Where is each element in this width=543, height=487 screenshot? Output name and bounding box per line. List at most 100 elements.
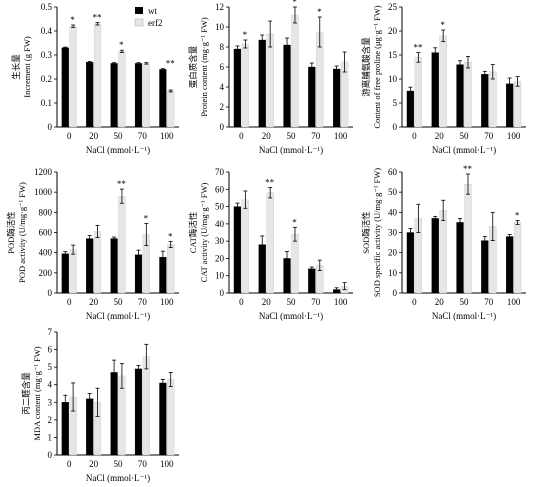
significance-mark: * [168, 232, 173, 242]
significance-mark: * [515, 210, 520, 220]
bar-erf2-70 [142, 63, 150, 128]
x-tick-label: 100 [334, 131, 348, 141]
bar-erf2-20 [266, 192, 274, 294]
significance-mark: ** [117, 179, 127, 189]
y-axis-title-en: POD activity (U/mg·g⁻¹ FW) [17, 182, 27, 283]
y-tick-label: 8 [220, 42, 225, 52]
y-tick-label: 20 [388, 26, 398, 36]
y-tick-label: 0 [48, 288, 53, 298]
significance-mark: * [292, 0, 297, 7]
y-tick-label: 70 [215, 167, 225, 177]
x-tick-label: 70 [138, 131, 148, 141]
bar-wt-50 [456, 222, 464, 294]
bar-erf2-100 [167, 379, 175, 456]
y-tick-label: 30 [388, 228, 398, 238]
y-tick-label: 20 [215, 253, 225, 263]
bar-erf2-0 [241, 199, 249, 294]
y-tick-label: 6 [48, 345, 53, 355]
x-axis-title: NaCl (mmol·L⁻¹) [259, 311, 323, 321]
bar-erf2-70 [142, 356, 150, 456]
y-tick-label: 4 [48, 380, 53, 390]
y-tick-label: 2 [220, 102, 225, 112]
y-tick-label: 1000 [34, 187, 53, 197]
x-tick-label: 70 [138, 297, 148, 307]
x-tick-label: 50 [114, 459, 124, 469]
bar-wt-0 [233, 206, 242, 294]
x-tick-label: 0 [239, 131, 244, 141]
x-tick-label: 0 [67, 131, 72, 141]
y-tick-label: 1200 [34, 167, 53, 177]
chart-panel-2: 0 2 4 6 8 10 12 0 * 20 50 * 70 * 100 NaCl (mmol·L⁻¹) 蛋白质… [188, 0, 353, 155]
y-tick-label: 4 [220, 82, 225, 92]
y-axis-title-cn: SOD酶活性 [361, 211, 371, 254]
bar-wt-50 [456, 64, 464, 128]
significance-mark: ** [166, 59, 176, 69]
y-tick-label: 10 [215, 271, 225, 281]
legend: wt erf2 [134, 6, 163, 28]
significance-mark: * [70, 15, 75, 25]
x-tick-label: 0 [67, 297, 72, 307]
bar-erf2-20 [439, 35, 447, 128]
bar-wt-70 [134, 254, 143, 294]
bar-wt-20 [86, 238, 94, 294]
bar-wt-70 [134, 368, 143, 456]
y-axis-title-cn: POD酶活性 [6, 211, 16, 254]
y-tick-label: 200 [39, 268, 53, 278]
chart-panels: 00.10.20.30.40.50*20**50*70 100**NaCl (mm… [6, 0, 526, 483]
y-tick-label: 3 [48, 397, 53, 407]
y-tick-label: 0 [393, 122, 398, 132]
bar-wt-20 [431, 52, 439, 128]
x-tick-label: 70 [484, 131, 494, 141]
bar-erf2-70 [489, 71, 497, 128]
bar-wt-100 [159, 382, 167, 456]
bar-wt-70 [308, 268, 316, 294]
bar-erf2-100 [167, 90, 175, 128]
x-tick-label: 0 [412, 131, 417, 141]
bar-wt-70 [308, 66, 316, 128]
bar-erf2-100 [513, 81, 522, 128]
bar-wt-70 [134, 63, 143, 128]
x-tick-label: 50 [114, 131, 124, 141]
chart-panel-5: 0 10 20 30 40 50 60 70 0 20 ** 50 * 70 100 NaCl (mmol·L… [188, 167, 353, 321]
bar-erf2-100 [167, 244, 175, 294]
bar-wt-20 [86, 398, 94, 456]
bar-wt-0 [61, 253, 69, 294]
significance-mark: * [144, 213, 149, 223]
bar-erf2-0 [69, 249, 77, 294]
chart-panel-3: 0 5 10 15 20 25 0 ** 20 * 50 70 100 NaCl (mmol·L⁻¹) 游离… [361, 2, 526, 155]
y-tick-label: 10 [388, 268, 398, 278]
y-axis-title-cn: 丙二醛含量 [21, 372, 31, 415]
x-tick-label: 100 [334, 297, 348, 307]
y-tick-label: 25 [388, 2, 398, 12]
x-axis-title: NaCl (mmol·L⁻¹) [432, 145, 496, 155]
y-tick-label: 0.4 [41, 26, 53, 36]
bar-erf2-50 [291, 14, 299, 128]
y-axis-title-en: CAT activity (U/mg·g⁻¹ FW) [199, 183, 209, 283]
x-tick-label: 100 [507, 297, 521, 307]
y-tick-label: 0 [393, 288, 398, 298]
x-tick-label: 70 [484, 297, 494, 307]
bar-wt-20 [431, 218, 439, 294]
bar-erf2-0 [414, 57, 422, 128]
x-tick-label: 50 [287, 131, 297, 141]
bar-wt-20 [258, 39, 266, 128]
y-tick-label: 400 [39, 248, 53, 258]
y-tick-label: 15 [388, 50, 398, 60]
legend-label-wt: wt [148, 6, 157, 16]
bar-wt-50 [283, 44, 291, 128]
bar-wt-50 [110, 238, 118, 294]
bar-erf2-20 [93, 23, 102, 128]
significance-mark: ** [93, 13, 103, 23]
bar-wt-100 [506, 83, 514, 128]
y-tick-label: 800 [39, 207, 53, 217]
x-axis-title: NaCl (mmol·L⁻¹) [432, 311, 496, 321]
bar-wt-0 [61, 402, 69, 456]
bar-erf2-50 [464, 183, 472, 294]
x-tick-label: 0 [67, 459, 72, 469]
legend-swatch-wt [135, 7, 143, 14]
y-tick-label: 5 [393, 98, 398, 108]
bar-wt-0 [61, 47, 69, 128]
y-tick-label: 0 [48, 122, 53, 132]
bar-erf2-100 [513, 222, 522, 294]
x-tick-label: 70 [311, 297, 321, 307]
